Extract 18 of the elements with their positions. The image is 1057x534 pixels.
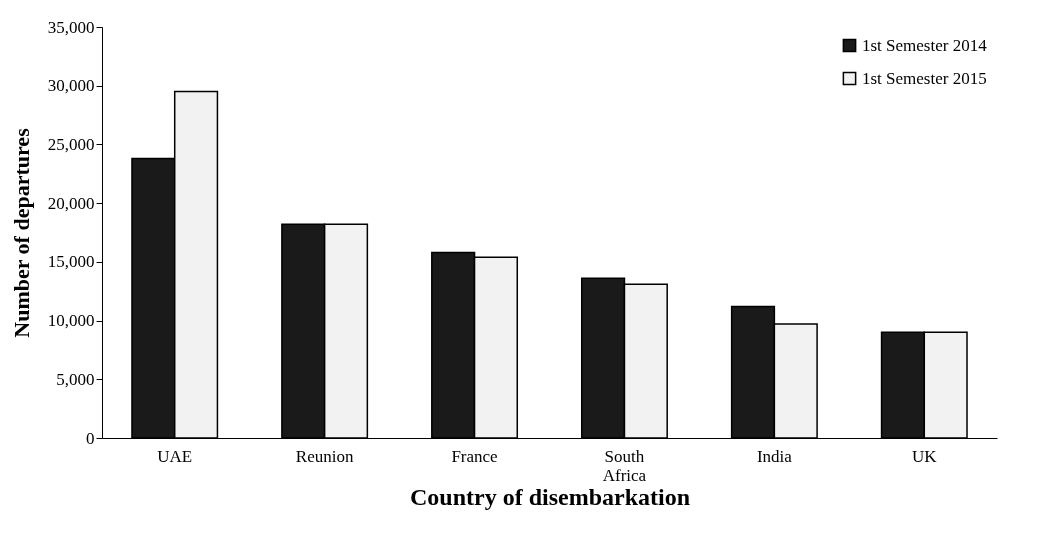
y-tick-label: 0 bbox=[86, 428, 95, 448]
legend-label: 1st Semester 2015 bbox=[862, 68, 987, 88]
y-tick-label: 5,000 bbox=[56, 369, 95, 389]
legend-label: 1st Semester 2014 bbox=[862, 35, 988, 55]
x-tick-label: South Africa bbox=[602, 446, 647, 485]
x-tick-label: India bbox=[756, 446, 793, 466]
y-tick-label: 25,000 bbox=[47, 134, 95, 154]
x-tick-label: France bbox=[451, 446, 498, 466]
y-tick-label: 10,000 bbox=[47, 311, 95, 331]
y-axis-title: Number of departures bbox=[8, 127, 34, 338]
x-axis-title: Country of disembarkation bbox=[409, 483, 691, 510]
y-tick-label: 35,000 bbox=[47, 17, 95, 37]
x-tick-label: UAE bbox=[157, 446, 193, 466]
x-tick-label: Reunion bbox=[295, 446, 354, 466]
y-tick-label: 15,000 bbox=[47, 252, 95, 272]
x-tick-label: UK bbox=[912, 446, 938, 466]
y-tick-label: 30,000 bbox=[47, 76, 95, 96]
y-tick-label: 20,000 bbox=[47, 193, 95, 213]
